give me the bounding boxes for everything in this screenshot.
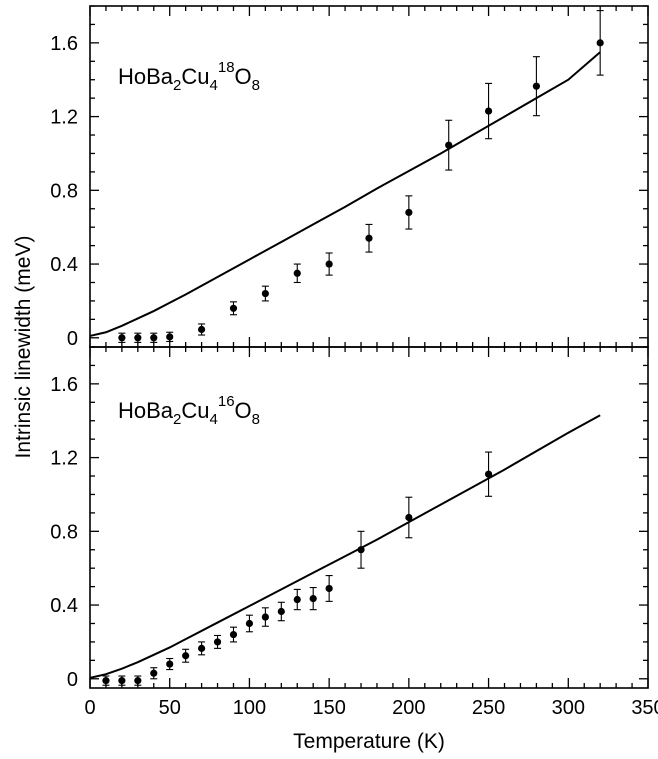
top-panel-frame	[89, 5, 649, 348]
data-point	[102, 677, 110, 685]
x-tick-label: 350	[631, 697, 658, 719]
data-point	[229, 630, 238, 639]
bottom-panel-frame	[89, 346, 649, 689]
data-point	[277, 607, 285, 616]
bottom-panel-label: HoBa2Cu416O8	[118, 393, 260, 428]
data-point	[293, 595, 301, 604]
y-tick-label: 1.6	[50, 374, 78, 396]
x-tick-label: 150	[312, 697, 345, 719]
data-point	[405, 208, 413, 217]
model-curve	[89, 51, 601, 337]
data-point	[484, 107, 493, 115]
data-point	[325, 584, 333, 593]
data-point	[198, 325, 206, 334]
y-axis-title: Intrinsic linewidth (meV)	[12, 236, 35, 459]
data-point	[118, 334, 126, 342]
y-tick-label: 1.2	[50, 107, 78, 129]
data-point	[532, 82, 541, 90]
axis-ticks	[89, 5, 649, 688]
y-tick-label: 0.4	[50, 595, 78, 617]
data-point	[245, 619, 254, 628]
data-point	[293, 269, 301, 277]
data-point	[405, 513, 413, 522]
data-point	[309, 595, 317, 603]
y-tick-label: 1.2	[50, 448, 78, 470]
data-point	[134, 677, 142, 685]
data-point	[229, 304, 238, 312]
data-point	[325, 260, 333, 268]
data-marks	[89, 10, 604, 686]
data-point	[213, 638, 222, 646]
data-point	[134, 334, 142, 342]
x-tick-label: 50	[159, 697, 181, 719]
data-point	[166, 333, 174, 341]
data-point	[596, 39, 604, 47]
y-tick-label: 0.8	[50, 180, 78, 202]
y-tick-label: 0.8	[50, 521, 78, 543]
data-point	[166, 660, 174, 668]
y-tick-label: 0.4	[50, 254, 78, 276]
x-tick-label: 250	[472, 697, 505, 719]
tick-labels: 0 0.4 0.8 1.2 1.6 0 0.4 0.8 1.2 1.6 0 50 100 150 200 25…	[50, 33, 658, 719]
top-panel-label: HoBa2Cu418O8	[118, 59, 260, 94]
data-point	[261, 613, 269, 621]
data-point	[198, 644, 206, 652]
data-point	[182, 652, 190, 660]
x-tick-label: 100	[233, 697, 266, 719]
data-point	[365, 234, 373, 242]
x-tick-label: 300	[552, 697, 585, 719]
y-tick-label: 1.6	[50, 33, 78, 55]
y-tick-label: 0	[67, 669, 78, 691]
data-point	[484, 470, 493, 478]
model-curve	[89, 414, 601, 679]
y-tick-label: 0	[67, 328, 78, 350]
data-point	[261, 289, 269, 298]
data-point	[150, 669, 158, 677]
x-axis-title: Temperature (K)	[293, 730, 445, 753]
x-tick-label: 200	[392, 697, 425, 719]
data-point	[150, 334, 158, 342]
data-point	[118, 677, 126, 685]
x-tick-label: 0	[84, 697, 95, 719]
